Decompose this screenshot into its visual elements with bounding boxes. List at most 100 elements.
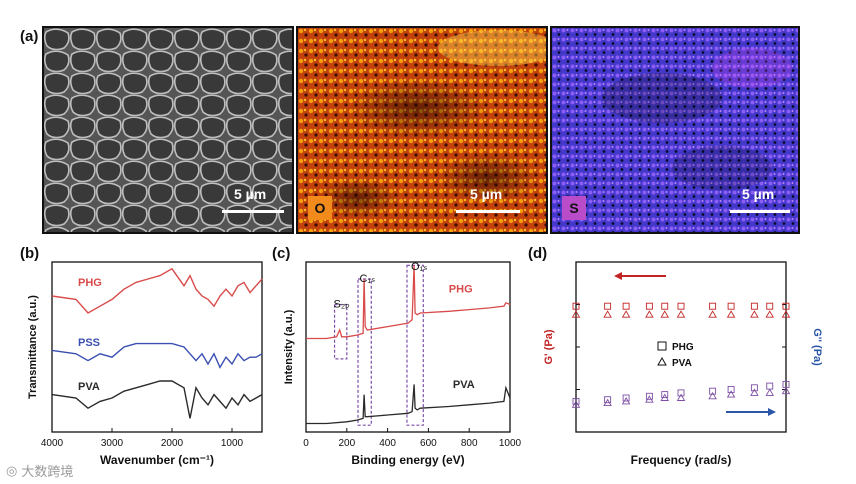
data-point-triangle (708, 391, 717, 400)
data-point-triangle (603, 310, 612, 318)
x-tick-label: 4000 (41, 438, 64, 449)
x-axis-label: Frequency (rad/s) (631, 453, 732, 467)
oxygen-map-image: O 5 µm (296, 26, 548, 234)
g-prime-arrow-head (614, 272, 622, 280)
x-tick-label: 0 (303, 438, 309, 449)
data-point-square (782, 302, 790, 310)
data-point-triangle (765, 388, 775, 396)
data-point-square (709, 387, 717, 395)
legend-label-pva: PVA (453, 379, 475, 391)
y-axis-label: G' (Pa) (543, 329, 555, 364)
data-point-square (661, 302, 669, 310)
series-line-pss (51, 342, 263, 369)
data-point-square (750, 384, 758, 392)
oxygen-map-texture (298, 28, 546, 232)
data-point-square (727, 302, 735, 310)
data-point-square (766, 382, 774, 390)
watermark-text: 大数跨境 (21, 464, 74, 479)
data-point-triangle (781, 386, 791, 395)
data-point-triangle (603, 398, 612, 407)
data-point-square (727, 386, 735, 393)
plot-frame (51, 261, 263, 433)
scale-bar (222, 210, 284, 213)
x-tick-label: 1000 (221, 438, 244, 449)
data-point-square (661, 391, 669, 399)
legend-label-phg: PHG (672, 342, 694, 353)
series-line-pva (306, 384, 511, 425)
rheology-chart: PHG PVA Frequency (rad/s) G' (Pa) G'' (Pa) (543, 261, 823, 467)
data-point-triangle (726, 310, 736, 318)
element-label-s: S (562, 196, 586, 220)
data-point-square (604, 302, 612, 310)
series-line-phg (51, 267, 263, 314)
scale-label: 5 µm (742, 186, 775, 202)
data-point-triangle (750, 310, 759, 318)
sem-image: 5 µm (42, 26, 294, 234)
legend-label-pva: PVA (78, 381, 100, 393)
data-point-triangle (750, 388, 759, 396)
x-tick-label: 1000 (499, 438, 522, 449)
panel-c-label: (c) (272, 245, 291, 262)
plot-frame (305, 261, 511, 433)
data-point-triangle (621, 310, 631, 318)
scale-bar (730, 210, 790, 213)
scale-bar (456, 210, 520, 213)
data-point-triangle (645, 395, 654, 403)
scale-label: 5 µm (470, 186, 503, 202)
data-point-square (677, 302, 685, 310)
y2-axis-label: G'' (Pa) (811, 328, 823, 366)
data-point-triangle (708, 310, 717, 318)
peak-annotation: O₁ₛ (411, 261, 427, 273)
o1s-box (406, 264, 424, 426)
y-axis-label: Intensity (a.u.) (283, 309, 295, 384)
sulfur-map-texture (552, 28, 798, 232)
data-point-square (645, 302, 653, 310)
data-point-square (622, 394, 630, 402)
x-axis-label: Wavenumber (cm⁻¹) (100, 453, 214, 467)
xps-chart: PHG PVA S₂ₚ C₁ₛ O₁ₛ 0 200 400 600 800 1000 Binding … (283, 261, 522, 467)
legend-square-icon (657, 341, 667, 351)
g-double-prime-arrow-head (768, 408, 776, 416)
x-tick-label: 200 (338, 438, 355, 449)
data-point-triangle (676, 393, 686, 401)
data-point-triangle (571, 310, 581, 318)
panel-a-label: (a) (20, 28, 39, 45)
data-point-square (604, 396, 612, 404)
legend-label-pva: PVA (672, 358, 692, 369)
s2p-box (333, 303, 348, 360)
data-point-square (677, 389, 685, 397)
element-label-o: O (308, 196, 332, 220)
panel-d-label: (d) (528, 245, 548, 262)
x-axis-label: Binding energy (eV) (351, 453, 464, 467)
sem-foam-texture (44, 28, 292, 232)
legend-label-pss: PSS (78, 337, 100, 349)
data-point-square (709, 302, 717, 310)
legend-triangle-icon (657, 356, 667, 366)
ftir-chart: PHG PSS PVA 4000 3000 2000 1000 Wavenumber (cm⁻… (27, 261, 263, 467)
data-point-triangle (660, 310, 670, 318)
data-point-triangle (781, 310, 791, 318)
peak-annotation: C₁ₛ (359, 273, 375, 285)
y-axis-label: Transmittance (a.u.) (27, 295, 39, 399)
watermark: ◎ 大数跨境 (6, 461, 73, 480)
data-point-square (572, 302, 580, 310)
data-point-square (572, 397, 580, 405)
data-point-square (645, 392, 653, 400)
data-point-square (750, 302, 758, 310)
scale-label: 5 µm (234, 186, 267, 202)
sulfur-map-image: S 5 µm (550, 26, 800, 234)
data-point-triangle (765, 310, 775, 318)
data-point-square (766, 302, 774, 310)
x-tick-label: 800 (461, 438, 478, 449)
x-tick-label: 400 (379, 438, 396, 449)
legend-label-phg: PHG (78, 277, 102, 289)
x-tick-label: 2000 (161, 438, 184, 449)
panel-b-label: (b) (20, 245, 40, 262)
x-tick-label: 600 (420, 438, 437, 449)
legend-label-phg: PHG (449, 284, 473, 296)
series-line-pva (51, 380, 263, 419)
data-point-square (622, 302, 630, 310)
data-point-triangle (571, 400, 581, 408)
data-point-triangle (621, 397, 631, 405)
data-point-triangle (676, 310, 686, 318)
